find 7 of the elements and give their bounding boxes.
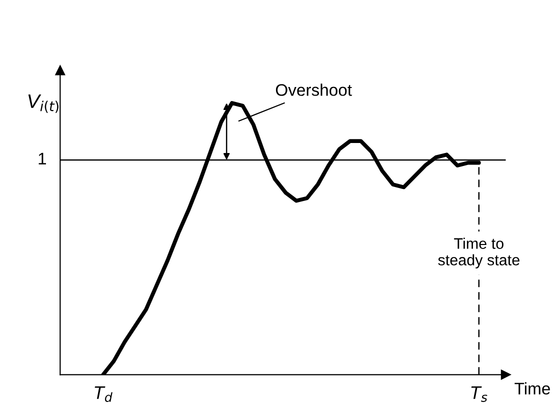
x-axis-title: Time: [514, 382, 550, 395]
ref-line-label: Time to steady state: [438, 238, 520, 268]
x-tick-label: T$_{d}$: [94, 386, 112, 402]
y-axis-title: V$_{i(t)}$: [28, 94, 58, 113]
text: Overshoot: [276, 84, 352, 96]
x-tick-label: T$_{s}$: [471, 386, 488, 402]
ref-line-label: 1: [38, 152, 46, 164]
